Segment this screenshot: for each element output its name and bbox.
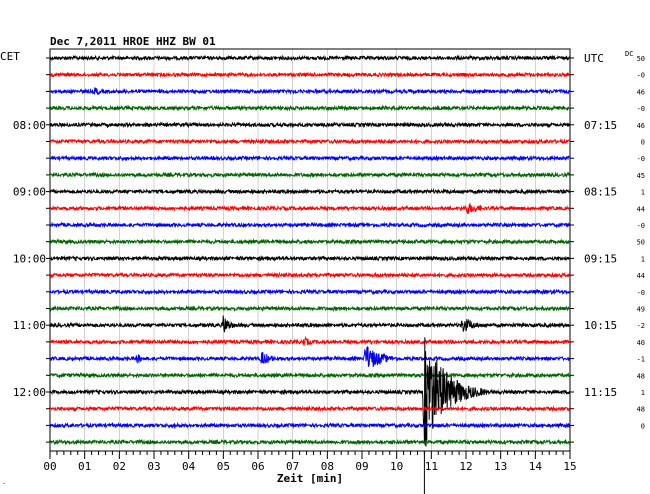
x-tick-label: 11 [425, 460, 438, 473]
plot-frame [49, 48, 571, 452]
trace-black [49, 121, 571, 129]
left-zone-label: CET [0, 50, 20, 63]
dc-offset-label: -0 [637, 105, 645, 113]
dc-offset-label: 50 [637, 55, 645, 63]
x-tick-label: 03 [147, 460, 160, 473]
trace-red [49, 71, 571, 79]
dc-offset-label: -0 [637, 289, 645, 297]
x-tick-label: 07 [286, 460, 299, 473]
trace-green [49, 304, 571, 313]
left-time-label: 11:00 [13, 319, 46, 332]
dc-offset-label: 1 [641, 189, 645, 197]
x-tick-label: 13 [494, 460, 507, 473]
dc-offset-label: -0 [637, 155, 645, 163]
trace-black [49, 54, 571, 62]
x-tick-label: 14 [529, 460, 543, 473]
trace-black [49, 315, 571, 333]
dc-offset-label: -0 [637, 222, 645, 230]
dc-offset-label: 46 [637, 88, 645, 96]
trace-blue [49, 87, 571, 95]
x-axis-label: Zeit [min] [277, 472, 343, 485]
trace-green [49, 171, 571, 179]
trace-blue [49, 154, 571, 162]
dc-offset-label: 50 [637, 239, 645, 247]
dc-offset-label: 0 [641, 139, 645, 147]
dc-offset-label: 44 [637, 205, 645, 213]
left-time-label: 09:00 [13, 186, 46, 199]
x-tick-label: 09 [355, 460, 368, 473]
x-tick-label: 00 [43, 460, 56, 473]
x-tick-label: 10 [390, 460, 403, 473]
x-tick-label: 06 [251, 460, 264, 473]
time-labels: 08:00 09:00 10:00 11:00 12:00 UTC 07:15 08:15 09… [13, 52, 645, 430]
dc-offset-label: 48 [637, 406, 645, 414]
left-time-label: 12:00 [13, 386, 46, 399]
grid-lines [49, 49, 571, 451]
left-time-label: 10:00 [13, 252, 46, 265]
dc-offset-label: 40 [637, 339, 645, 347]
dc-label: DC [625, 50, 633, 58]
chart-title: Dec 7,2011 HROE HHZ BW 01 [50, 35, 216, 48]
dc-offset-label: 1 [641, 255, 645, 263]
trace-blue [49, 421, 571, 429]
trace-red [49, 203, 571, 214]
right-time-label: 07:15 [584, 119, 617, 132]
dc-offset-label: 1 [641, 389, 645, 397]
right-time-label: 11:15 [584, 386, 617, 399]
x-axis: 00 01 02 03 04 05 06 07 08 09 10 11 12 13 14 15 [43, 451, 577, 494]
right-time-label: 10:15 [584, 319, 617, 332]
trace-blue [49, 221, 571, 229]
trace-green [49, 104, 571, 112]
trace-blue [49, 288, 571, 296]
x-tick-label: 01 [78, 460, 91, 473]
x-tick-label: 02 [113, 460, 126, 473]
corner-mark: . [2, 478, 6, 486]
trace-green [49, 438, 571, 446]
trace-blue [49, 345, 571, 367]
trace-black [49, 337, 571, 447]
trace-red [49, 336, 571, 346]
x-tick-label: 04 [182, 460, 196, 473]
right-time-label: 08:15 [584, 186, 617, 199]
dc-offset-label: 0 [641, 422, 645, 430]
trace-red [49, 271, 571, 279]
trace-black [49, 188, 571, 195]
x-tick-label: 08 [321, 460, 334, 473]
trace-red [49, 405, 571, 413]
left-time-label: 08:00 [13, 119, 46, 132]
dc-offset-label: 44 [637, 272, 645, 280]
trace-group [46, 54, 574, 447]
dc-offset-label: 46 [637, 122, 645, 130]
dc-offset-label: -0 [637, 72, 645, 80]
x-tick-label: 15 [563, 460, 576, 473]
trace-green [49, 238, 571, 246]
dc-offset-label: 49 [637, 306, 645, 314]
trace-green [49, 371, 571, 379]
trace-red [49, 137, 571, 146]
dc-offset-label: -1 [637, 356, 645, 364]
right-time-label: 09:15 [584, 252, 617, 265]
right-time-label: UTC [584, 52, 604, 65]
x-tick-label: 05 [217, 460, 230, 473]
dc-offset-label: -2 [637, 322, 645, 330]
trace-black [49, 254, 571, 263]
dc-offset-label: 48 [637, 372, 645, 380]
x-tick-label: 12 [459, 460, 472, 473]
dc-offset-label: 45 [637, 172, 645, 180]
